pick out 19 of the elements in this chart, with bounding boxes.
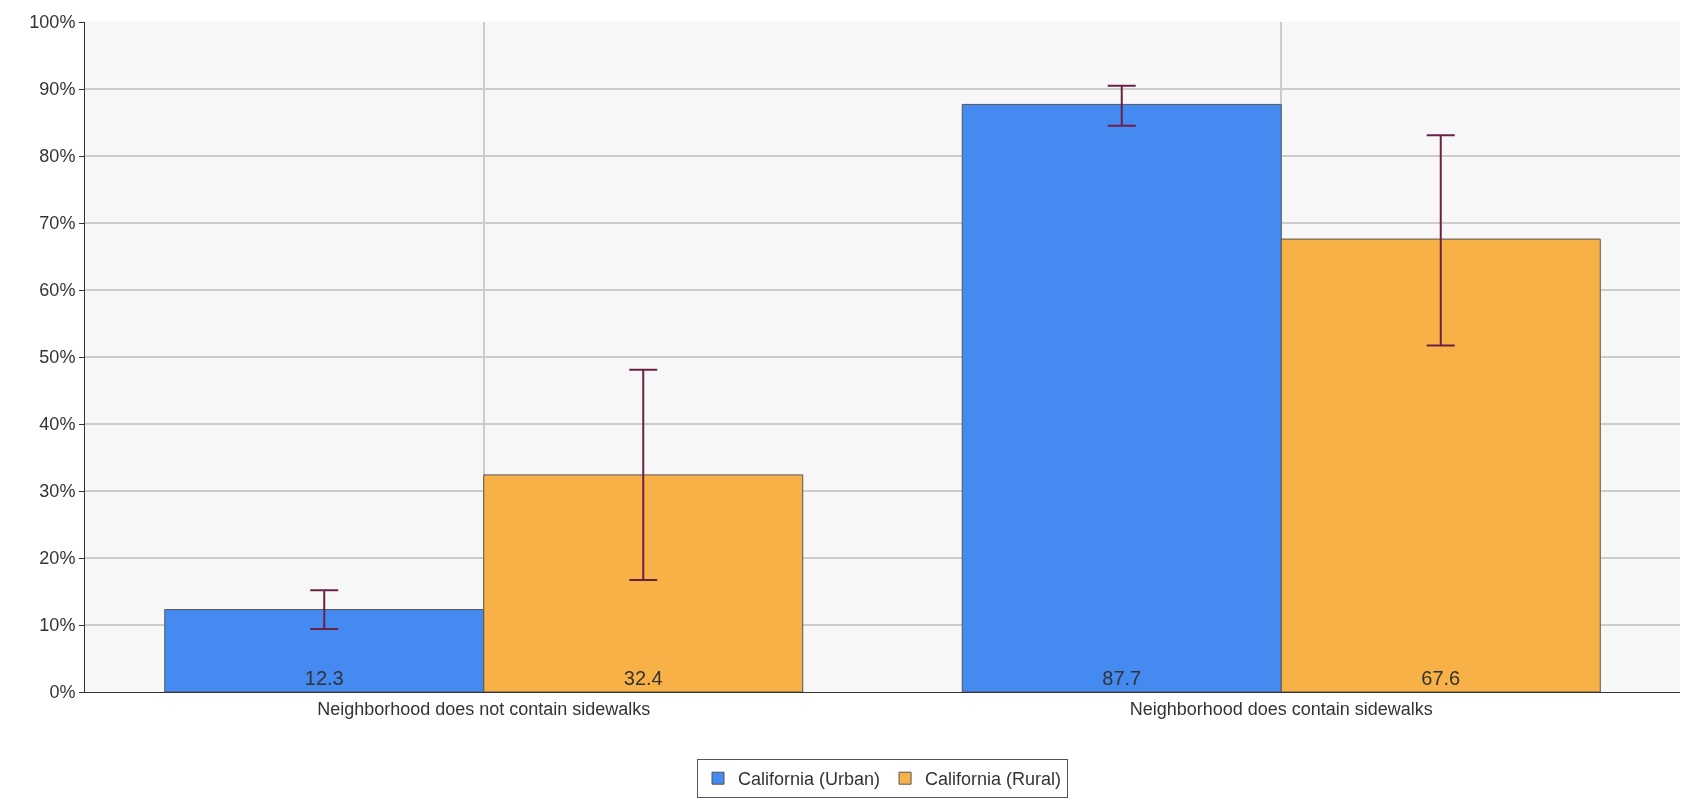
- y-tick-label: 40%: [39, 414, 76, 435]
- y-tick-label: 0%: [49, 682, 76, 703]
- legend-label: California (Rural): [925, 769, 1062, 790]
- y-tick-label: 90%: [39, 79, 76, 100]
- data-label: 12.3: [304, 667, 344, 689]
- x-tick-label: Neighborhood does contain sidewalks: [1129, 698, 1433, 719]
- y-tick-label: 60%: [39, 280, 76, 301]
- legend-label: California (Urban): [738, 769, 881, 790]
- y-tick-label: 30%: [39, 481, 76, 502]
- y-tick-label: 80%: [39, 146, 76, 167]
- y-tick-label: 100%: [29, 12, 76, 33]
- data-label: 32.4: [623, 667, 663, 689]
- y-tick-label: 20%: [39, 548, 76, 569]
- y-tick-label: 50%: [39, 347, 76, 368]
- data-label: 87.7: [1102, 667, 1142, 689]
- x-tick-label: Neighborhood does not contain sidewalks: [317, 698, 651, 719]
- data-label: 67.6: [1421, 667, 1461, 689]
- y-tick-label: 70%: [39, 213, 76, 234]
- y-tick-label: 10%: [39, 615, 76, 636]
